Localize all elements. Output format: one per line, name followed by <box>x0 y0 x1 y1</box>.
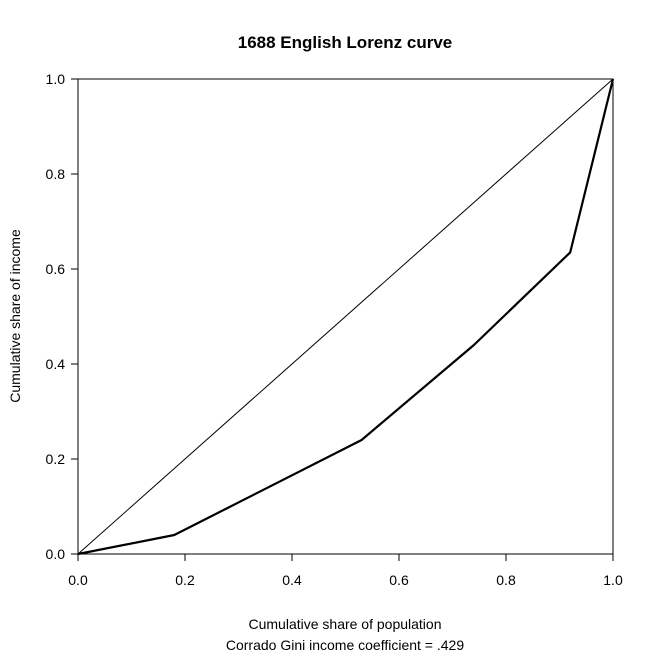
x-tick-label: 0.0 <box>68 572 88 588</box>
chart-title: 1688 English Lorenz curve <box>238 33 452 52</box>
y-tick-label: 0.8 <box>46 166 66 182</box>
y-tick-label: 0.0 <box>46 546 66 562</box>
y-axis: 0.0 0.2 0.4 0.6 0.8 1.0 <box>46 71 78 562</box>
x-tick-label: 0.6 <box>389 572 409 588</box>
gini-coefficient-note: Corrado Gini income coefficient = .429 <box>226 637 464 653</box>
y-tick-label: 0.4 <box>46 356 66 372</box>
series-layer <box>77 78 615 556</box>
y-tick-label: 0.6 <box>46 261 66 277</box>
y-axis-label: Cumulative share of income <box>7 229 23 403</box>
plot-frame <box>77 78 614 555</box>
equality-line <box>77 78 614 555</box>
x-axis: 0.0 0.2 0.4 0.6 0.8 1.0 <box>68 554 623 588</box>
x-tick-label: 1.0 <box>603 572 623 588</box>
lorenz-curve-line <box>77 78 615 556</box>
x-tick-label: 0.2 <box>175 572 195 588</box>
x-tick-label: 0.8 <box>496 572 516 588</box>
x-axis-label: Cumulative share of population <box>248 616 441 632</box>
y-tick-label: 1.0 <box>46 71 66 87</box>
y-tick-label: 0.2 <box>46 451 66 467</box>
x-tick-label: 0.4 <box>282 572 302 588</box>
